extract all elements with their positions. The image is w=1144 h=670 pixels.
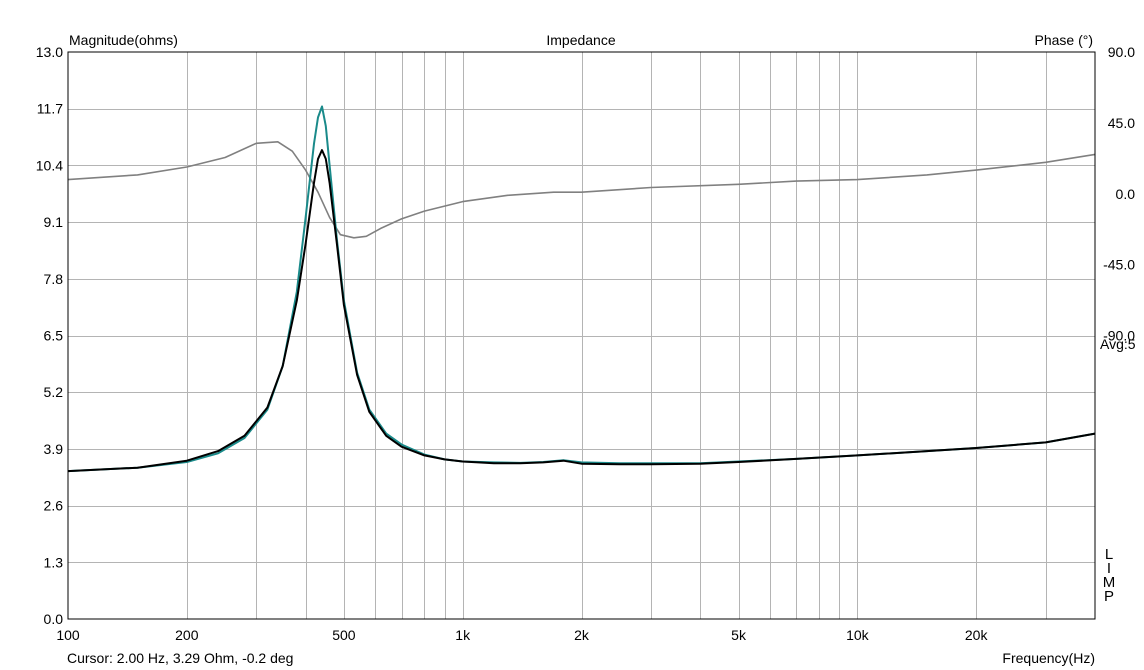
y-axis-label: Magnitude(ohms) [69, 32, 178, 48]
x-tick-label: 1k [455, 627, 471, 643]
y-tick-labels: 0.0 1.3 2.6 3.9 5.2 6.5 7.8 9.1 10.4 11.7 13.0 [36, 44, 63, 627]
x-tick-label: 10k [846, 627, 870, 643]
plot-area [68, 52, 1095, 619]
y2-tick-label: 45.0 [1108, 115, 1135, 131]
y-tick-label: 6.5 [44, 328, 64, 344]
plot-frame [67, 51, 1096, 620]
y-tick-label: 13.0 [36, 44, 63, 60]
y-tick-label: 1.3 [44, 554, 64, 570]
y-tick-label: 3.9 [44, 441, 64, 457]
vertical-gridlines [187, 52, 1047, 619]
x-tick-label: 5k [731, 627, 747, 643]
x-tick-label: 2k [574, 627, 590, 643]
limp-letter: M [1102, 574, 1116, 591]
chart-title: Impedance [546, 32, 615, 48]
y2-tick-label: -45.0 [1103, 257, 1135, 273]
y2-tick-labels: 90.0 45.0 0.0 -45.0 -90.0 [1103, 44, 1135, 344]
limp-letter: I [1106, 560, 1112, 577]
x-tick-label: 200 [175, 627, 199, 643]
magnitude-series-line [67, 149, 1096, 473]
cursor-readout: Cursor: 2.00 Hz, 3.29 Ohm, -0.2 deg [67, 650, 293, 666]
horizontal-gridlines [68, 109, 1095, 563]
y-tick-label: 7.8 [44, 271, 64, 287]
limp-letter: P [1103, 588, 1114, 605]
y-tick-label: 2.6 [44, 498, 64, 514]
y2-tick-label: 90.0 [1108, 44, 1135, 60]
x-tick-label: 20k [965, 627, 989, 643]
series-lines [67, 105, 1096, 473]
y-tick-label: 0.0 [44, 611, 64, 627]
limp-letter: L [1104, 546, 1114, 563]
y2-tick-label: 0.0 [1116, 186, 1136, 202]
avg-note: Avg:5 [1100, 336, 1136, 352]
y-tick-label: 11.7 [37, 101, 63, 117]
y2-axis-label: Phase (°) [1034, 32, 1093, 48]
y-tick-label: 5.2 [44, 384, 64, 400]
x-tick-label: 500 [332, 627, 356, 643]
x-tick-label: 100 [56, 627, 80, 643]
y2-tick-label: -90.0 [1103, 328, 1135, 344]
y-tick-label: 9.1 [44, 214, 64, 230]
x-tick-labels: 100 200 500 1k 2k 5k 10k 20k [56, 627, 988, 643]
phase-series-line [67, 141, 1096, 239]
x-axis-label: Frequency(Hz) [1002, 650, 1095, 666]
y-tick-label: 10.4 [36, 157, 63, 173]
